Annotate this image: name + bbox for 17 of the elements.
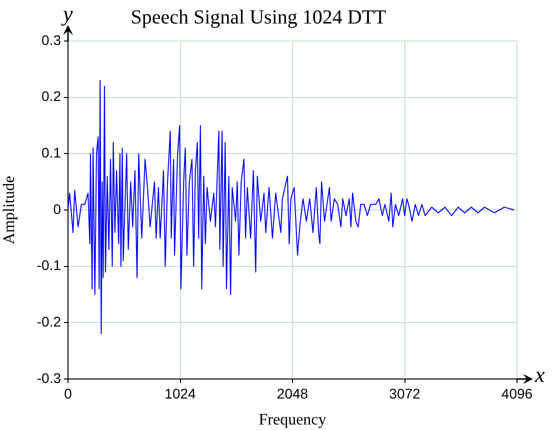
y-tick-label: -0.3 xyxy=(36,370,62,386)
x-tick-label: 3072 xyxy=(389,385,421,402)
y-tick-label: 0.3 xyxy=(42,32,62,48)
y-tick-label: 0.1 xyxy=(42,144,62,161)
y-tick-label: -0.2 xyxy=(36,314,62,330)
chart-title: Speech Signal Using 1024 DTT xyxy=(130,6,386,28)
x-tick-label: 0 xyxy=(64,385,72,402)
text: y xyxy=(63,1,73,26)
text: x xyxy=(535,362,545,387)
x-tick-label: 1024 xyxy=(164,385,196,402)
y-tick-label: -0.1 xyxy=(36,257,62,274)
x-tick-label: 4096 xyxy=(501,385,533,402)
x-tick-label: 2048 xyxy=(276,385,308,402)
x-axis-title: Frequency xyxy=(258,412,326,429)
y-tick-label: 0 xyxy=(53,200,62,217)
y-axis-title: Amplitude xyxy=(0,176,18,244)
y-tick-label: 0.2 xyxy=(42,88,62,104)
